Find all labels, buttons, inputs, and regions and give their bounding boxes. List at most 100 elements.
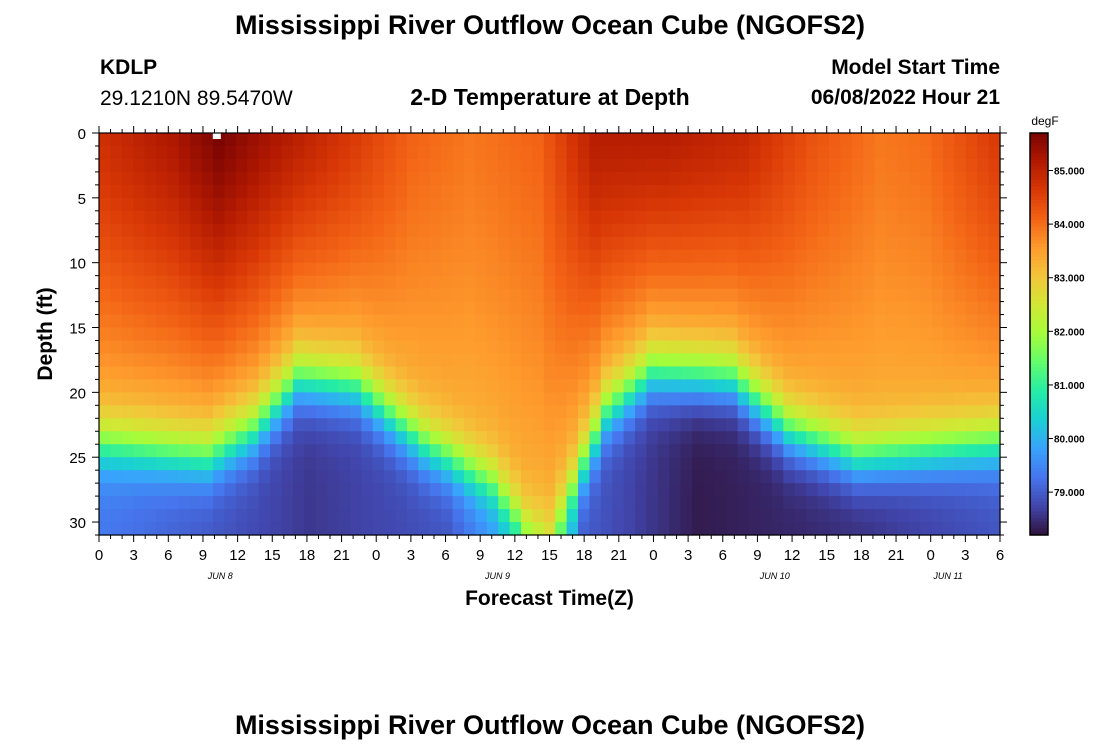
heatmap-cell: [874, 509, 887, 523]
heatmap-cell: [806, 275, 819, 290]
heatmap-cell: [828, 509, 841, 523]
heatmap-cell: [281, 366, 294, 380]
heatmap-cell: [201, 483, 214, 497]
heatmap-cell: [475, 184, 488, 199]
heatmap-cell: [851, 327, 864, 342]
heatmap-cell: [520, 236, 533, 251]
heatmap-cell: [692, 353, 705, 368]
heatmap-cell: [543, 340, 556, 355]
heatmap-cell: [600, 483, 613, 497]
heatmap-cell: [532, 210, 545, 225]
heatmap-cell: [509, 379, 522, 393]
heatmap-cell: [258, 236, 271, 251]
heatmap-cell: [327, 223, 340, 238]
heatmap-cell: [555, 392, 568, 406]
heatmap-cell: [965, 236, 978, 251]
heatmap-cell: [794, 470, 807, 484]
heatmap-cell: [532, 158, 545, 173]
heatmap-cell: [190, 457, 203, 471]
heatmap-cell: [361, 327, 374, 342]
heatmap-cell: [635, 340, 648, 355]
heatmap-cell: [589, 158, 602, 173]
heatmap-cell: [623, 236, 636, 251]
heatmap-cell: [121, 379, 134, 393]
heatmap-cell: [737, 223, 750, 238]
colorbar-segment: [1030, 173, 1048, 178]
heatmap-cell: [737, 496, 750, 510]
heatmap-cell: [646, 431, 659, 445]
x-tick-label: 15: [818, 547, 835, 564]
heatmap-cell: [418, 158, 431, 173]
heatmap-cell: [783, 496, 796, 510]
heatmap-cell: [692, 483, 705, 497]
heatmap-cell: [680, 171, 693, 186]
heatmap-cell: [315, 249, 328, 264]
heatmap-cell: [133, 366, 146, 380]
heatmap-cell: [680, 444, 693, 458]
heatmap-cell: [486, 210, 499, 225]
heatmap-cell: [635, 366, 648, 380]
heatmap-cell: [372, 197, 385, 212]
heatmap-cell: [806, 133, 819, 147]
heatmap-cell: [543, 275, 556, 290]
heatmap-cell: [749, 301, 762, 316]
heatmap-cell: [338, 288, 351, 303]
heatmap-cell: [771, 340, 784, 355]
heatmap-cell: [258, 197, 271, 212]
heatmap-cell: [349, 366, 362, 380]
heatmap-cell: [121, 522, 134, 536]
heatmap-cell: [897, 392, 910, 406]
heatmap-cell: [760, 249, 773, 264]
heatmap-cell: [977, 327, 990, 342]
heatmap-cell: [885, 470, 898, 484]
colorbar-segment: [1030, 447, 1048, 452]
heatmap-cell: [372, 457, 385, 471]
colorbar-segment: [1030, 407, 1048, 412]
heatmap-cell: [863, 314, 876, 329]
heatmap-cell: [99, 522, 112, 536]
heatmap-cell: [441, 470, 454, 484]
colorbar-segment: [1030, 401, 1048, 405]
heatmap-cell: [441, 483, 454, 497]
heatmap-cell: [327, 327, 340, 342]
heatmap-cell: [555, 249, 568, 264]
heatmap-cell: [270, 509, 283, 523]
heatmap-cell: [281, 288, 294, 303]
heatmap-cell: [486, 431, 499, 445]
heatmap-cell: [498, 522, 511, 536]
heatmap-cell: [498, 158, 511, 173]
heatmap-cell: [794, 288, 807, 303]
heatmap-cell: [965, 470, 978, 484]
heatmap-cell: [703, 262, 716, 277]
heatmap-cell: [749, 262, 762, 277]
heatmap-cell: [828, 301, 841, 316]
heatmap-cell: [429, 236, 442, 251]
heatmap-cell: [509, 314, 522, 329]
colorbar-tick-label: 82.000: [1054, 327, 1085, 338]
heatmap-cell: [726, 392, 739, 406]
heatmap-cell: [144, 444, 157, 458]
colorbar-segment: [1030, 240, 1048, 245]
heatmap-cell: [555, 327, 568, 342]
heatmap-cell: [828, 496, 841, 510]
colorbar-segment: [1030, 531, 1048, 536]
heatmap-cell: [543, 288, 556, 303]
heatmap-cell: [224, 275, 237, 290]
heatmap-cell: [863, 496, 876, 510]
heatmap-cell: [760, 288, 773, 303]
heatmap-cell: [441, 405, 454, 419]
heatmap-cell: [315, 366, 328, 380]
heatmap-cell: [623, 171, 636, 186]
heatmap-cell: [578, 470, 591, 484]
heatmap-cell: [178, 509, 191, 523]
heatmap-cell: [304, 327, 317, 342]
heatmap-cell: [304, 288, 317, 303]
heatmap-cell: [452, 431, 465, 445]
heatmap-cell: [635, 197, 648, 212]
heatmap-cell: [783, 301, 796, 316]
heatmap-cell: [475, 145, 488, 160]
heatmap-cell: [520, 327, 533, 342]
heatmap-cell: [190, 340, 203, 355]
heatmap-cell: [783, 158, 796, 173]
heatmap-cell: [851, 444, 864, 458]
